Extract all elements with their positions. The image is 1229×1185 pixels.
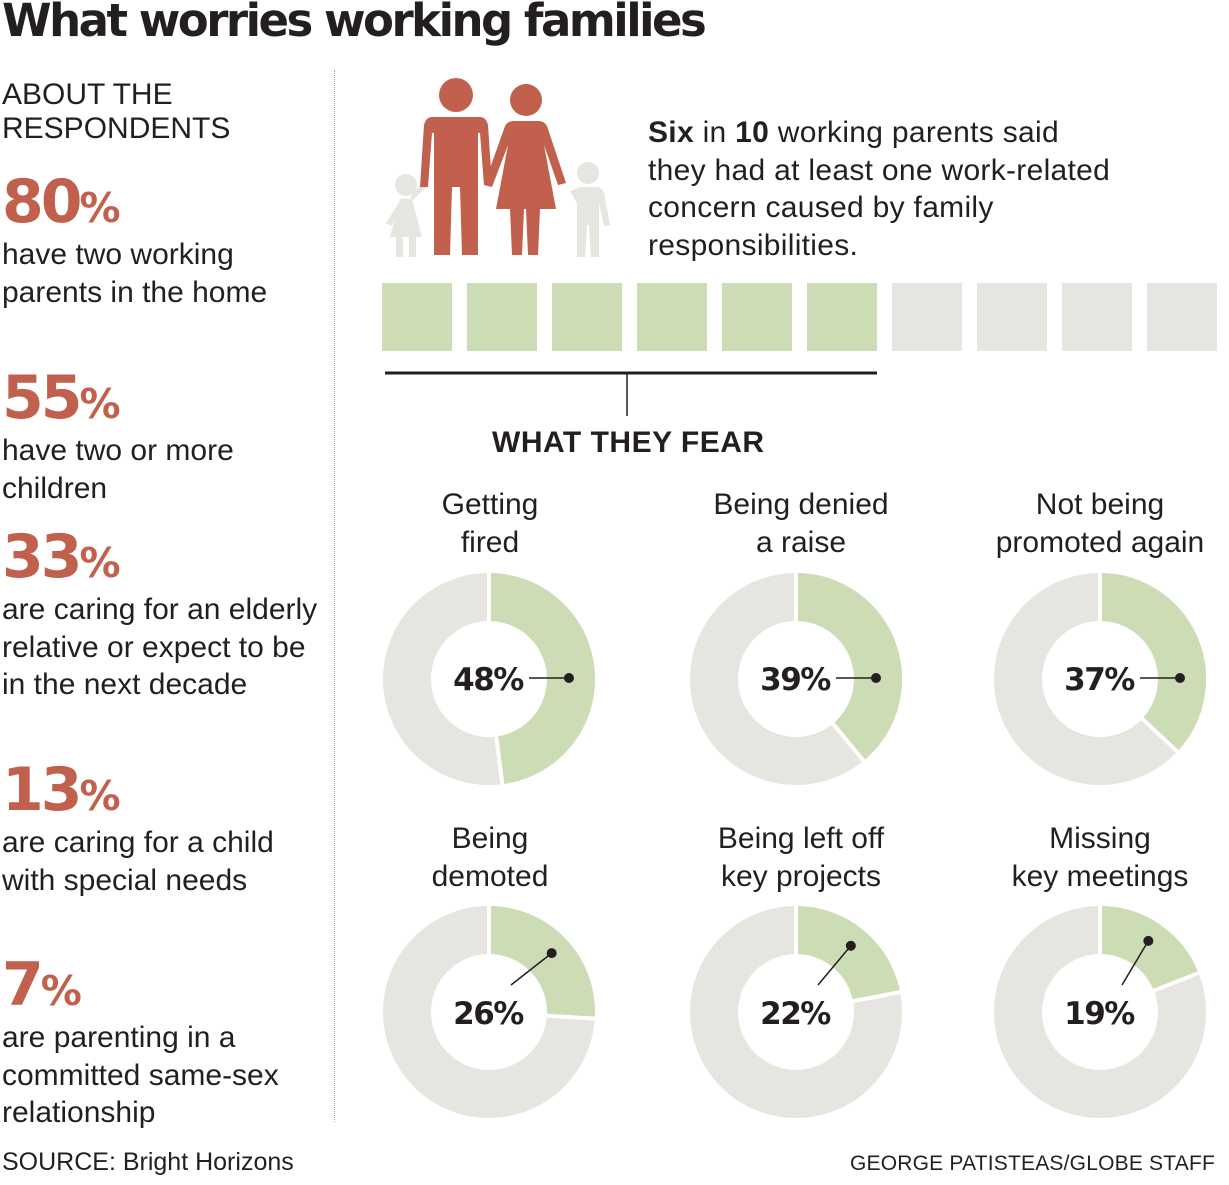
donut-value-label: 37% bbox=[1064, 662, 1135, 698]
page-title: What worries working families bbox=[2, 0, 707, 47]
donut-label: Getting fired bbox=[441, 488, 539, 559]
donut-label: Being denied a raise bbox=[713, 488, 889, 559]
donut-marker-dot bbox=[546, 948, 557, 959]
mother-icon bbox=[484, 84, 566, 255]
donut-value-label: 48% bbox=[453, 662, 524, 698]
stat-text: have two working parents in the home bbox=[2, 238, 268, 309]
child-icon bbox=[570, 162, 610, 257]
waffle-square-empty bbox=[977, 283, 1047, 351]
donut-marker-dot bbox=[871, 673, 881, 683]
donut-leader-line bbox=[1121, 940, 1149, 986]
donut-value-label: 39% bbox=[760, 662, 831, 698]
stat-item: 7% are parenting in a committed same-sex… bbox=[2, 955, 322, 1132]
headline-text: Six in 10 working parents said they had … bbox=[648, 116, 1111, 262]
waffle-square-filled bbox=[382, 283, 452, 351]
stat-value: 33% bbox=[2, 522, 121, 592]
stat-item: 55% have two or more children bbox=[2, 368, 322, 507]
stat-item: 13% are caring for a child with special … bbox=[2, 760, 322, 899]
stat-item: 33% are caring for an elderly relative o… bbox=[2, 527, 322, 704]
source-note: SOURCE: Bright Horizons bbox=[2, 1148, 294, 1176]
donut-gap bbox=[1140, 716, 1181, 755]
father-icon bbox=[420, 78, 492, 255]
stat-value: 55% bbox=[2, 363, 121, 433]
donut-marker-dot bbox=[1143, 935, 1154, 946]
donut-slice bbox=[1098, 906, 1199, 992]
donut-gap bbox=[545, 1013, 597, 1021]
stat-text: have two or more children bbox=[2, 434, 234, 505]
donut-label: Being left off key projects bbox=[717, 822, 885, 893]
donut-marker-dot bbox=[1175, 673, 1185, 683]
donut-gap bbox=[1152, 970, 1202, 993]
fear-section-title: WHAT THEY FEAR bbox=[492, 426, 765, 459]
stat-value: 7% bbox=[2, 950, 82, 1020]
stat-text: are caring for an elderly relative or ex… bbox=[2, 593, 318, 701]
stat-item: 80% have two working parents in the home bbox=[2, 172, 322, 311]
donut-leader-line bbox=[510, 952, 553, 986]
stat-text: are parenting in a committed same-sex re… bbox=[2, 1021, 279, 1129]
waffle-square-empty bbox=[1147, 283, 1217, 351]
waffle-square-filled bbox=[467, 283, 537, 351]
waffle-square-filled bbox=[807, 283, 877, 351]
waffle-square-empty bbox=[892, 283, 962, 351]
donut-label: Not being promoted again bbox=[995, 488, 1205, 559]
donut-label: Missing key meetings bbox=[1011, 822, 1189, 893]
credit-note: GEORGE PATISTEAS/GLOBE STAFF bbox=[850, 1152, 1215, 1175]
donut-value-label: 19% bbox=[1064, 996, 1135, 1032]
respondents-heading: ABOUT THE RESPONDENTS bbox=[2, 78, 231, 145]
donut-gap bbox=[851, 989, 903, 1004]
waffle-square-filled bbox=[552, 283, 622, 351]
donut-slice bbox=[1099, 573, 1206, 752]
waffle-square-empty bbox=[1062, 283, 1132, 351]
donut-marker-dot bbox=[564, 673, 574, 683]
donut-label: Being demoted bbox=[431, 822, 549, 893]
waffle-square-filled bbox=[722, 283, 792, 351]
waffle-square-filled bbox=[637, 283, 707, 351]
donut-value-label: 22% bbox=[760, 996, 831, 1032]
donut-gap bbox=[830, 721, 867, 764]
donut-marker-dot bbox=[845, 940, 856, 951]
stat-text: are caring for a child with special need… bbox=[2, 826, 274, 897]
column-divider bbox=[334, 70, 335, 1122]
waffle-chart bbox=[382, 283, 1217, 416]
family-icon bbox=[386, 78, 610, 257]
stat-value: 13% bbox=[2, 755, 121, 825]
donut-gap bbox=[494, 735, 505, 787]
donut-value-label: 26% bbox=[453, 996, 524, 1032]
donut-leader-line bbox=[817, 945, 852, 986]
donut-slice bbox=[795, 573, 902, 761]
stat-value: 80% bbox=[2, 167, 121, 237]
